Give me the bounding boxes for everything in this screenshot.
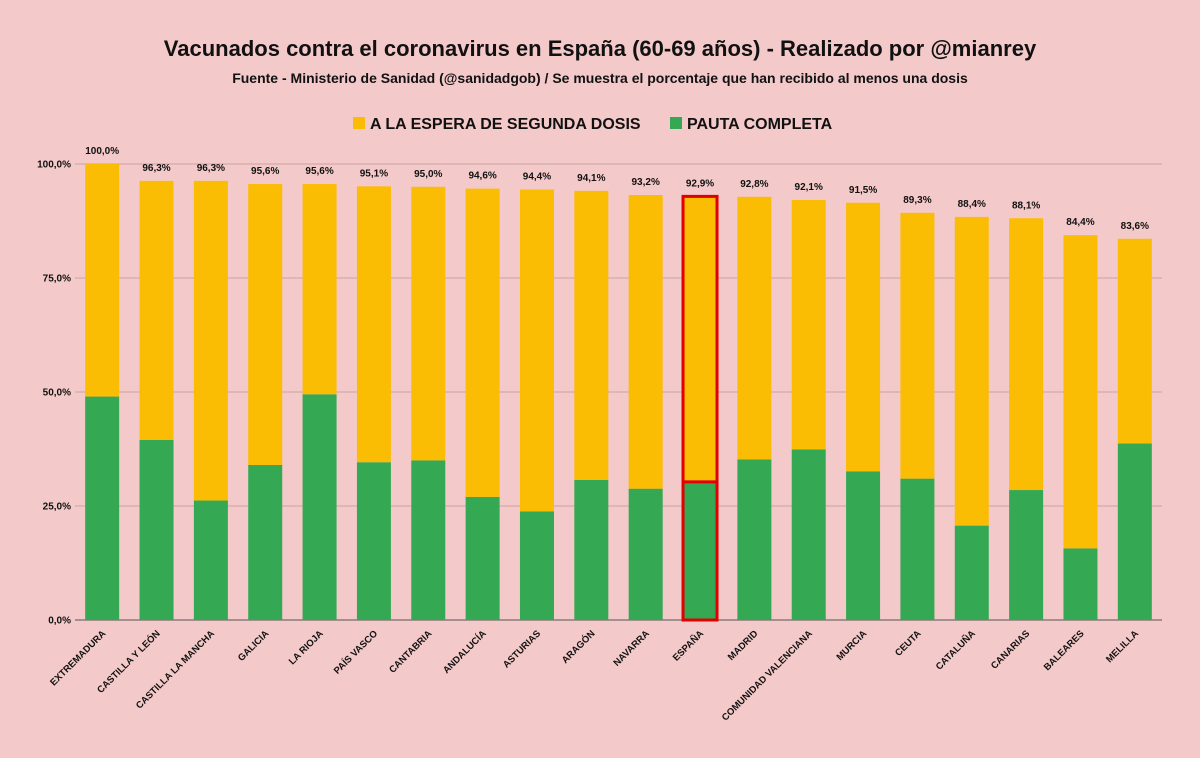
bar-pending (465, 188, 500, 497)
bar-pending (193, 180, 228, 501)
category-label: GALICIA (236, 628, 271, 663)
category-label: MURCIA (835, 628, 870, 663)
bar-pending (628, 195, 663, 489)
chart-subtitle: Fuente - Ministerio de Sanidad (@sanidad… (232, 70, 968, 86)
bar-complete (791, 449, 826, 620)
bar-pending (519, 189, 554, 512)
bar-complete (1009, 490, 1044, 620)
category-label: LA RIOJA (287, 628, 326, 667)
bar-pending (85, 164, 120, 397)
bar-complete (85, 396, 120, 620)
bar-complete (1063, 548, 1098, 620)
bar-complete (465, 496, 500, 620)
chart-title: Vacunados contra el coronavirus en Españ… (163, 36, 1037, 61)
legend: A LA ESPERA DE SEGUNDA DOSIS PAUTA COMPL… (353, 116, 833, 133)
bar-pending (846, 202, 881, 472)
category-label: CATALUÑA (934, 628, 978, 672)
category-label: CEUTA (893, 628, 924, 659)
bar-complete (356, 462, 391, 620)
data-label: 92,8% (740, 179, 768, 190)
category-label: PAÍS VASCO (332, 628, 380, 676)
bar-pending (683, 196, 718, 482)
y-tick-label: 100,0% (37, 160, 71, 171)
legend-swatch-complete (670, 117, 682, 129)
bar-pending (954, 216, 989, 526)
bar-pending (248, 184, 283, 465)
bar-pending (302, 184, 337, 395)
data-label: 95,6% (251, 166, 279, 177)
data-label: 94,4% (523, 172, 551, 183)
category-label: COMUNIDAD VALENCIANA (720, 628, 815, 723)
bar-pending (900, 212, 935, 479)
bar-complete (139, 439, 174, 620)
data-label: 91,5% (849, 185, 877, 196)
category-label: ANDALUCÍA (441, 628, 489, 676)
data-label: 94,1% (577, 173, 605, 184)
y-tick-label: 25,0% (43, 502, 71, 513)
data-label: 88,4% (958, 199, 986, 210)
bar-complete (900, 478, 935, 620)
bar-highlight-outline (681, 194, 719, 622)
data-label: 93,2% (631, 177, 659, 188)
data-label: 95,6% (305, 166, 333, 177)
category-label: NAVARRA (611, 628, 651, 668)
bar-complete (248, 464, 283, 620)
bar-pending (139, 180, 174, 440)
bar-pending (1117, 238, 1152, 444)
data-label: 96,3% (197, 163, 225, 174)
legend-swatch-pending (353, 117, 365, 129)
bars (85, 164, 1152, 622)
category-label: MADRID (726, 628, 761, 663)
bar-complete (737, 459, 772, 620)
bar-complete (411, 460, 446, 620)
category-label: MELILLA (1104, 628, 1141, 665)
category-label: ESPAÑA (671, 628, 706, 663)
legend-label-complete: PAUTA COMPLETA (687, 116, 833, 133)
category-label: ASTURIAS (501, 628, 543, 670)
bar-pending (1063, 235, 1098, 549)
data-label: 92,1% (795, 182, 823, 193)
y-tick-label: 0,0% (48, 616, 71, 627)
data-label: 94,6% (468, 171, 496, 182)
category-label: BALEARES (1042, 628, 1087, 673)
bar-complete (683, 481, 718, 620)
bar-pending (574, 190, 609, 481)
bar-pending (356, 186, 391, 463)
data-label: 100,0% (85, 146, 119, 157)
data-label: 92,9% (686, 178, 714, 189)
bar-pending (411, 186, 446, 461)
bar-complete (628, 488, 663, 620)
y-tick-label: 75,0% (43, 274, 71, 285)
bar-complete (519, 511, 554, 620)
bar-complete (193, 500, 228, 620)
data-label: 89,3% (903, 195, 931, 206)
category-label: EXTREMADURA (48, 628, 108, 688)
bar-complete (574, 480, 609, 620)
bar-pending (737, 196, 772, 460)
bar-complete (302, 394, 337, 620)
data-label: 88,1% (1012, 200, 1040, 211)
category-label: ARAGÓN (559, 628, 597, 666)
bar-complete (954, 525, 989, 620)
category-label: CANARIAS (989, 628, 1032, 671)
data-label: 96,3% (142, 163, 170, 174)
bar-pending (1009, 218, 1044, 491)
data-label: 95,0% (414, 169, 442, 180)
data-label: 84,4% (1066, 217, 1094, 228)
bar-complete (1117, 443, 1152, 620)
legend-label-pending: A LA ESPERA DE SEGUNDA DOSIS (370, 116, 641, 133)
data-label: 83,6% (1121, 221, 1149, 232)
y-tick-label: 50,0% (43, 388, 71, 399)
category-label: CANTABRIA (387, 628, 434, 675)
bar-pending (791, 200, 826, 450)
data-label: 95,1% (360, 168, 388, 179)
bar-complete (846, 471, 881, 620)
